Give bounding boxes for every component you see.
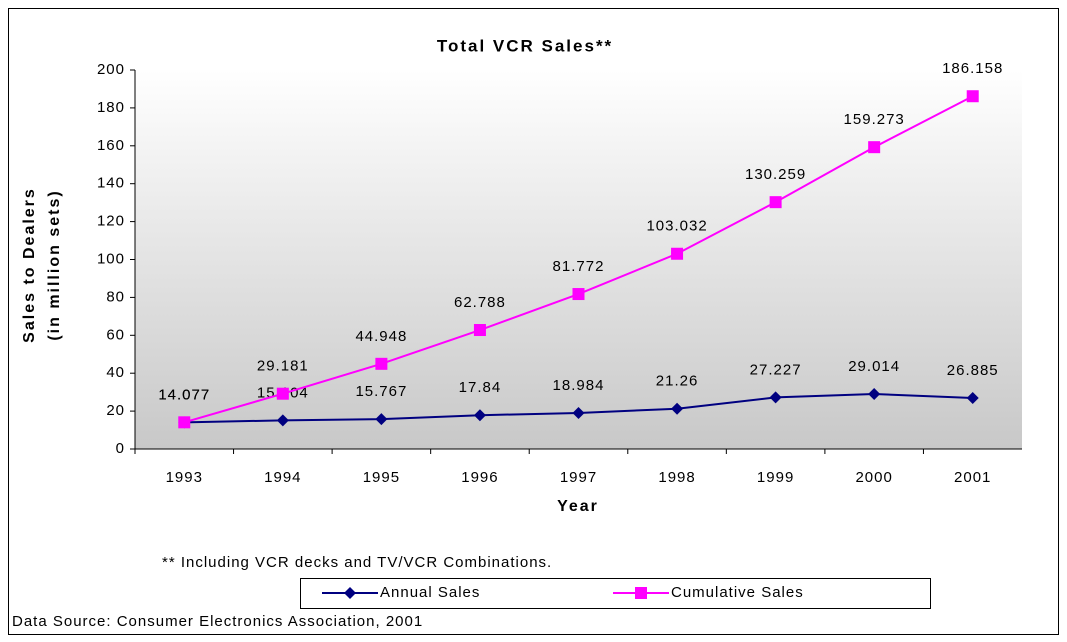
data-label: 44.948	[355, 328, 407, 345]
marker	[276, 387, 289, 400]
y-tick-label: 20	[106, 402, 125, 419]
marker	[868, 141, 881, 154]
x-tick-label: 1998	[658, 469, 695, 486]
marker	[769, 196, 782, 209]
x-tick-label: 1996	[461, 469, 498, 486]
marker	[966, 90, 979, 103]
y-tick-label: 80	[106, 288, 125, 305]
y-tick-label: 200	[97, 61, 125, 78]
data-label: 103.032	[646, 218, 707, 235]
y-tick-label: 0	[116, 440, 125, 457]
y-tick-label: 120	[97, 213, 125, 230]
data-label: 130.259	[745, 166, 806, 183]
marker	[473, 409, 486, 422]
x-tick-label: 1997	[560, 469, 597, 486]
x-tick-label: 1999	[757, 469, 794, 486]
marker	[572, 407, 585, 420]
marker	[769, 391, 782, 404]
y-axis-title: Sales to Dealers	[21, 187, 38, 343]
marker	[671, 402, 684, 415]
x-tick-label: 1994	[264, 469, 301, 486]
data-label: 17.84	[459, 379, 502, 396]
data-label: 29.014	[848, 358, 900, 375]
x-tick-label: 2000	[855, 469, 892, 486]
x-tick-label: 1993	[166, 469, 203, 486]
data-label: 186.158	[942, 60, 1003, 77]
data-label: 27.227	[750, 361, 802, 378]
marker	[868, 388, 881, 401]
data-label: 14.077	[158, 386, 210, 403]
data-label: 21.26	[656, 373, 699, 390]
y-axis-title: (in million sets)	[46, 189, 63, 340]
y-tick-label: 160	[97, 137, 125, 154]
data-label: 29.181	[257, 358, 309, 375]
marker	[178, 416, 191, 429]
marker	[375, 413, 388, 426]
legend-label: Annual Sales	[380, 584, 480, 601]
plot-area	[135, 70, 1022, 449]
marker	[344, 587, 356, 599]
y-tick-label: 140	[97, 175, 125, 192]
data-label: 15.767	[355, 383, 407, 400]
marker	[375, 357, 388, 370]
x-axis-title: Year	[557, 498, 599, 515]
y-tick-label: 40	[106, 364, 125, 381]
data-label: 14.077	[158, 386, 210, 403]
marker	[635, 587, 647, 599]
y-tick-label: 60	[106, 326, 125, 343]
y-tick-label: 180	[97, 99, 125, 116]
data-label: 26.885	[947, 362, 999, 379]
marker	[966, 392, 979, 405]
data-label: 62.788	[454, 294, 506, 311]
data-label: 81.772	[553, 258, 605, 275]
y-tick-label: 100	[97, 250, 125, 267]
marker	[473, 324, 486, 337]
x-tick-label: 1995	[363, 469, 400, 486]
marker	[276, 414, 289, 427]
chart-title: Total VCR Sales**	[437, 36, 613, 55]
legend-label: Cumulative Sales	[671, 584, 804, 601]
data-label: 18.984	[553, 377, 605, 394]
marker	[572, 288, 585, 301]
footnote: ** Including VCR decks and TV/VCR Combin…	[162, 554, 552, 571]
x-tick-label: 2001	[954, 469, 991, 486]
data-label: 159.273	[844, 111, 905, 128]
source: Data Source: Consumer Electronics Associ…	[12, 613, 423, 630]
marker	[671, 247, 684, 260]
